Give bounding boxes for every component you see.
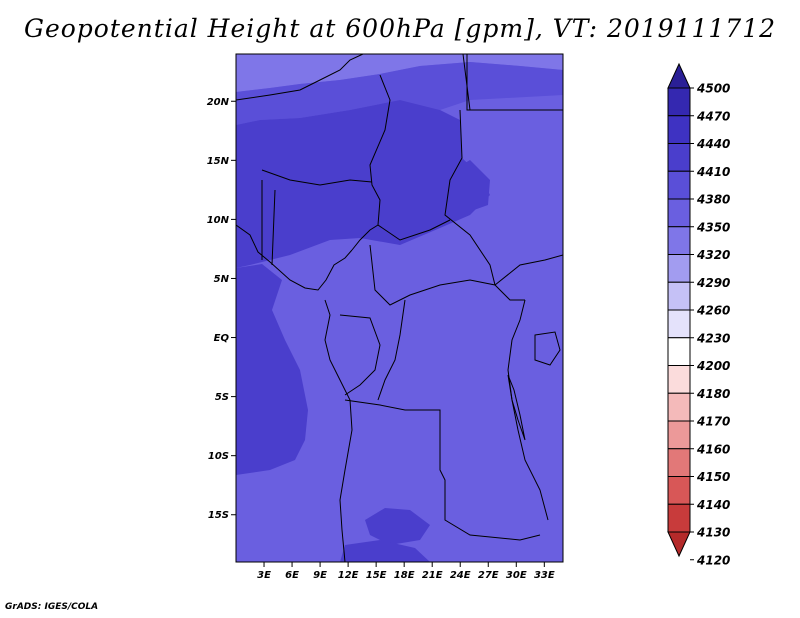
contour-region-4380-far-south [340, 540, 430, 562]
lat-tick-label: EQ [214, 333, 230, 344]
colorbar-label: 4320 [696, 248, 730, 262]
map-boundaries [236, 54, 563, 562]
lon-tick-label: 21E [422, 570, 443, 581]
border-congo-drc [377, 299, 406, 401]
colorbar-label: 4160 [696, 442, 730, 456]
colorbar-swatch [667, 198, 691, 228]
border-angola [344, 399, 541, 541]
border-egypt-sudan [466, 54, 563, 111]
colorbar-bottom-arrow [667, 531, 691, 558]
border-cameroon [351, 224, 379, 251]
colorbar-label: 4140 [696, 498, 730, 512]
lon-tick-label: 6E [285, 570, 299, 581]
lat-tick-label: 15N [207, 156, 230, 167]
colorbar-label: 4290 [696, 276, 730, 290]
lake-tanganyika [507, 374, 526, 441]
lat-tick-label: 10N [207, 215, 230, 226]
colorbar-swatch [667, 448, 691, 477]
border-benin-togo [261, 180, 276, 266]
colorbar-label: 4180 [696, 387, 730, 401]
border-east-africa [494, 254, 563, 286]
contour-region-4320-north [236, 54, 563, 92]
latitude-axis: 20N 15N 10N 5N EQ 5S 10S 15S [207, 97, 236, 521]
border-north-sahara [236, 54, 364, 101]
lat-tick-label: 5N [214, 274, 230, 285]
contour-region-4380-south [365, 508, 430, 545]
colorbar-swatch [667, 476, 691, 505]
map-title: Geopotential Height at 600hPa [gpm], VT:… [23, 14, 777, 43]
lon-tick-label: 18E [394, 570, 415, 581]
colorbar-swatch [667, 87, 691, 117]
colorbar-swatch [667, 503, 691, 533]
border-gabon-congo [339, 314, 381, 396]
central-african-coast [324, 299, 353, 562]
colorbar-swatch [667, 420, 691, 450]
colorbar-label: 4410 [696, 165, 730, 179]
colorbar-label: 4350 [696, 220, 730, 234]
border-car-south [369, 244, 525, 306]
colorbar-swatch [667, 254, 691, 283]
colorbar-label: 4440 [696, 137, 730, 151]
colorbar-swatch [667, 115, 691, 144]
contour-region-4350-north [236, 62, 563, 125]
lake-victoria [534, 331, 561, 366]
colorbar-swatch [667, 281, 691, 311]
colorbar: 4500 4470 4440 4410 4380 4350 4320 4290 4260 4230… [667, 62, 730, 567]
colorbar-label: 4120 [696, 553, 730, 567]
lon-tick-label: 3E [257, 570, 271, 581]
colorbar-label: 4200 [696, 359, 730, 373]
contour-region-4380-atlantic [236, 264, 308, 475]
lon-tick-label: 15E [366, 570, 387, 581]
colorbar-top-arrow [667, 62, 691, 89]
lon-tick-label: 12E [338, 570, 359, 581]
lon-tick-label: 33E [534, 570, 555, 581]
map-frame [235, 53, 564, 563]
colorbar-swatch [667, 365, 691, 394]
lat-tick-label: 5S [215, 392, 229, 403]
colorbar-swatch [667, 170, 691, 200]
west-african-coast [236, 224, 353, 291]
credit-label: GrADS: IGES/COLA [5, 602, 99, 612]
colorbar-label: 4500 [696, 82, 730, 96]
lon-tick-label: 24E [450, 570, 471, 581]
border-nigeria-niger [261, 169, 373, 186]
border-libya-chad [369, 74, 451, 241]
lon-tick-label: 30E [506, 570, 527, 581]
colorbar-swatch [667, 226, 691, 255]
colorbar-label: 4230 [696, 331, 730, 345]
lon-tick-label: 9E [313, 570, 327, 581]
colorbar-swatch [667, 337, 691, 366]
contour-region-4380-chad [445, 160, 490, 215]
border-chad-sudan [444, 109, 496, 286]
lon-tick-label: 27E [478, 570, 499, 581]
height-contours [236, 54, 563, 562]
colorbar-label: 4470 [696, 109, 730, 123]
longitude-axis: 3E 6E 9E 12E 15E 18E 21E 24E 27E 30E 33E [257, 562, 555, 581]
colorbar-swatch [667, 392, 691, 422]
colorbar-swatch [667, 143, 691, 172]
border-libya-sudan [462, 54, 471, 111]
colorbar-label: 4130 [696, 526, 730, 540]
lat-tick-label: 10S [208, 451, 229, 462]
colorbar-label: 4150 [696, 470, 730, 484]
lat-tick-label: 20N [207, 97, 230, 108]
colorbar-label: 4260 [696, 304, 730, 318]
colorbar-label: 4170 [696, 415, 730, 429]
lat-tick-label: 15S [208, 510, 229, 521]
contour-region-4380-sahel [236, 100, 490, 268]
colorbar-label: 4380 [696, 193, 730, 207]
colorbar-swatch [667, 309, 691, 339]
